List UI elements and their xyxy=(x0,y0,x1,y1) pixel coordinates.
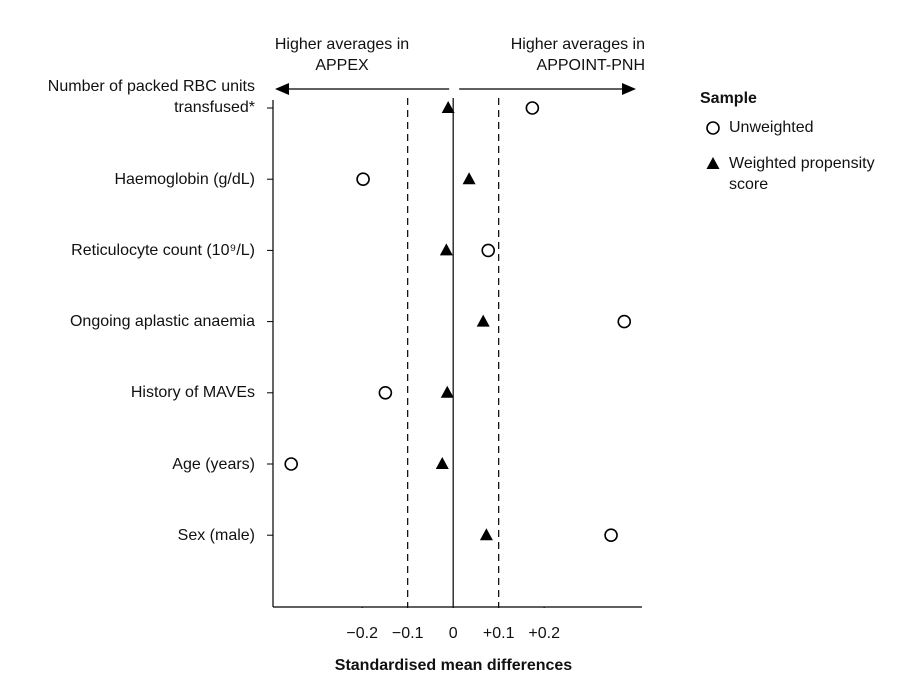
point xyxy=(604,528,618,543)
point xyxy=(284,457,298,471)
point xyxy=(378,385,393,400)
legend-title: Sample xyxy=(700,90,757,107)
point xyxy=(706,157,720,169)
point xyxy=(706,121,720,135)
point xyxy=(356,172,370,186)
x-axis-label-text: Standardised mean differences xyxy=(334,657,573,674)
y-tick-label: Reticulocyte count (10⁹/L) xyxy=(71,241,255,259)
arrow-head xyxy=(275,83,289,95)
point xyxy=(462,172,476,185)
point xyxy=(435,457,449,469)
x-tick-label: 0 xyxy=(449,625,458,642)
x-tick-label: −0.1 xyxy=(392,625,424,642)
annotation-left: Higher averages in APPEX xyxy=(274,36,410,74)
x-tick-label: +0.1 xyxy=(483,625,515,642)
point xyxy=(476,314,490,327)
y-tick-label: History of MAVEs xyxy=(130,384,255,402)
point xyxy=(525,101,540,115)
legend-label: Weighted propensity score xyxy=(729,155,875,193)
point xyxy=(617,314,632,329)
y-tick-label: Haemoglobin (g/dL) xyxy=(114,170,255,188)
x-tick-label: +0.2 xyxy=(528,625,560,642)
arrow-head xyxy=(622,83,636,95)
x-axis-label: Standardised mean differences xyxy=(0,655,907,676)
legend-label: Unweighted xyxy=(729,119,814,136)
point xyxy=(481,243,496,258)
y-tick-label: Age (years) xyxy=(172,455,255,473)
annotation-right: Higher averages in APPOINT-PNH xyxy=(510,36,645,74)
point xyxy=(479,528,493,541)
point xyxy=(439,243,453,256)
y-tick-label: Sex (male) xyxy=(177,526,255,544)
point xyxy=(440,385,454,398)
y-tick-label: Number of packed RBC units transfused* xyxy=(47,78,255,116)
point xyxy=(441,101,455,113)
x-tick-label: −0.2 xyxy=(346,625,378,642)
y-tick-label: Ongoing aplastic anaemia xyxy=(69,313,255,331)
